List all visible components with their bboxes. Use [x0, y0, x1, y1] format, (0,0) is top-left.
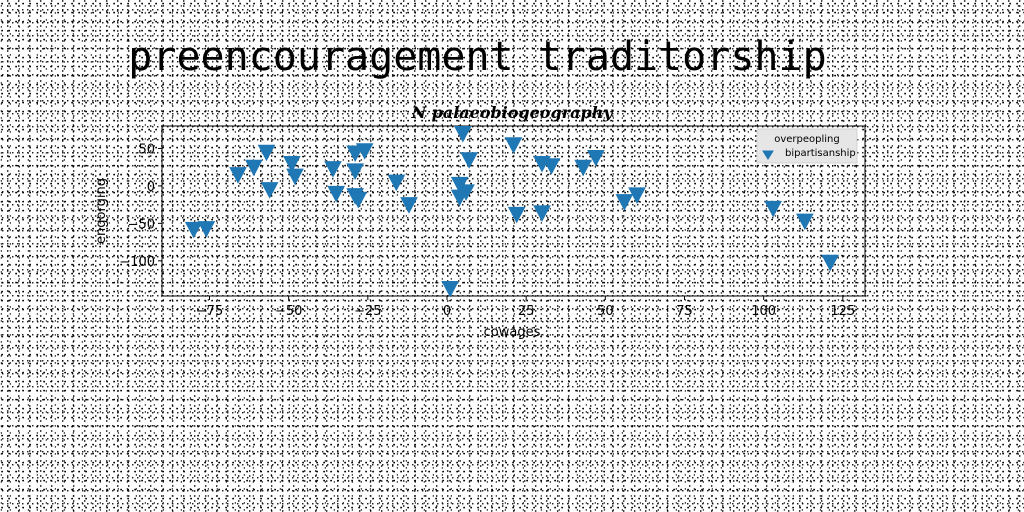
data-point [257, 144, 276, 162]
y-tick-label: −50 [128, 217, 155, 232]
legend-marker [762, 150, 774, 160]
data-point [324, 161, 342, 178]
data-point [795, 213, 814, 231]
data-point [533, 205, 551, 222]
data-point [387, 174, 406, 192]
data-point [460, 152, 479, 169]
data-point [229, 167, 247, 184]
data-point [504, 137, 523, 154]
x-tick-label: 75 [676, 304, 693, 319]
data-point [615, 194, 634, 211]
y-tick-label: 0 [147, 180, 155, 195]
figure-suptitle: preencouragement traditorship [128, 34, 827, 80]
data-point [628, 187, 646, 204]
data-point [260, 182, 279, 199]
data-point [244, 159, 263, 177]
data-point [453, 125, 472, 143]
data-point [400, 197, 418, 214]
data-point [349, 191, 368, 209]
data-point [197, 221, 216, 238]
axis-ticks: −75 −50 −25 0 25 50 75 100 125 50 0 −50 −100 [119, 142, 855, 319]
data-point [286, 168, 304, 186]
x-tick-label: −50 [275, 304, 302, 319]
data-point [821, 254, 840, 272]
data-point [327, 185, 346, 203]
data-points [184, 125, 840, 298]
legend-title: overpeopling [774, 134, 840, 145]
plot-area [161, 125, 866, 297]
data-point [457, 184, 475, 201]
data-point [441, 281, 460, 298]
data-point [346, 145, 365, 163]
data-point [574, 159, 593, 177]
data-point [542, 158, 561, 175]
x-tick-label: 0 [443, 304, 451, 319]
data-point [282, 155, 301, 173]
x-tick-label: 50 [597, 304, 614, 319]
y-tick-label: −100 [119, 255, 155, 270]
x-tick-label: −25 [354, 304, 381, 319]
y-axis-label: engorging [94, 178, 109, 244]
data-point [184, 221, 203, 239]
data-point [764, 200, 783, 218]
x-tick-label: 125 [830, 304, 855, 319]
x-axis-label: cowages [484, 325, 541, 340]
data-point [507, 206, 526, 224]
data-point [586, 149, 605, 167]
legend-entry-label: bipartisanship [785, 148, 856, 159]
legend: overpeopling bipartisanship [756, 128, 858, 164]
data-point [355, 143, 374, 160]
data-point [346, 163, 365, 180]
x-tick-label: 100 [751, 304, 776, 319]
x-tick-label: 25 [518, 304, 535, 319]
chart-title: N palaeobiogeography [410, 103, 614, 122]
x-tick-label: −75 [196, 304, 223, 319]
y-tick-label: 50 [138, 142, 155, 157]
